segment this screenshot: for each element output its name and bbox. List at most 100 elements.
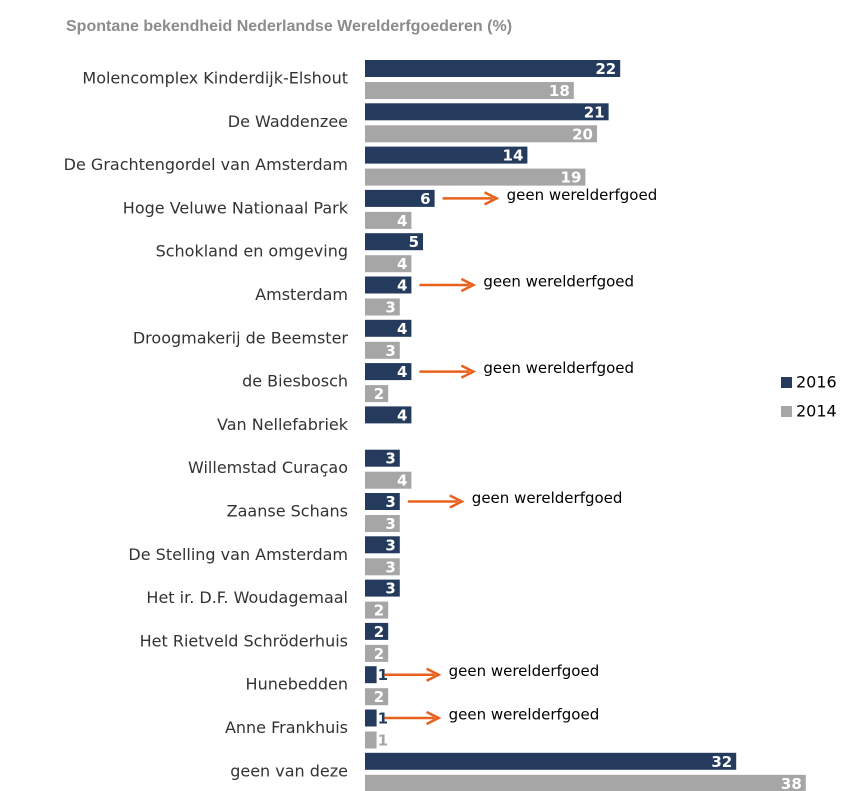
legend-label: 2016 (796, 373, 837, 392)
bar (365, 622, 389, 640)
value-label: 4 (397, 277, 407, 295)
value-label: 4 (397, 406, 407, 424)
value-label: 1 (378, 666, 388, 684)
annotation-text: geen werelderfgoed (472, 489, 623, 507)
category-label: Willemstad Curaçao (188, 458, 348, 477)
bar (365, 211, 412, 229)
category-label: Anne Frankhuis (225, 718, 348, 737)
annotation-arrowhead (426, 710, 442, 726)
bar (365, 125, 597, 143)
value-label: 21 (584, 103, 605, 121)
annotation-arrowhead (460, 277, 477, 293)
category-label: De Waddenzee (228, 112, 348, 131)
category-label: De Stelling van Amsterdam (128, 545, 348, 564)
category-label: Het ir. D.F. Woudagemaal (146, 588, 348, 607)
bar (365, 666, 377, 684)
bar (365, 644, 389, 662)
bar (365, 601, 389, 619)
value-label: 18 (549, 82, 570, 100)
bar (365, 558, 400, 576)
value-label: 38 (781, 775, 802, 791)
category-label: Van Nellefabriek (217, 415, 349, 434)
value-label: 4 (397, 255, 407, 273)
category-label: Het Rietveld Schröderhuis (140, 631, 348, 650)
value-label: 1 (378, 732, 388, 750)
chart-title: Spontane bekendheid Nederlandse Werelder… (66, 18, 512, 35)
legend-swatch (781, 377, 792, 388)
value-label: 5 (409, 233, 419, 251)
annotation-text: geen werelderfgoed (483, 273, 634, 291)
value-label: 4 (397, 212, 407, 230)
bar (365, 449, 400, 467)
value-label: 2 (374, 645, 384, 663)
annotation-text: geen werelderfgoed (507, 186, 658, 204)
bar (365, 276, 412, 294)
annotation-arrowhead (460, 364, 477, 379)
value-label: 1 (378, 710, 388, 728)
bar (365, 255, 412, 273)
category-label: Droogmakerij de Beemster (133, 328, 349, 347)
category-label: Hoge Veluwe Nationaal Park (123, 198, 349, 217)
category-label: Zaanse Schans (227, 502, 348, 521)
bar (365, 146, 528, 164)
legend-label: 2014 (796, 402, 837, 421)
bar (365, 752, 737, 770)
bar (365, 536, 400, 554)
value-label: 2 (374, 623, 384, 641)
bar (365, 168, 586, 186)
value-label: 3 (385, 515, 395, 533)
annotation-text: geen werelderfgoed (483, 359, 634, 377)
legend-swatch (781, 406, 792, 417)
bar (365, 60, 621, 77)
value-label: 2 (374, 602, 384, 620)
value-label: 6 (420, 190, 430, 208)
category-label: Molencomplex Kinderdijk-Elshout (82, 69, 348, 88)
value-label: 20 (572, 125, 593, 143)
bar (365, 385, 389, 403)
bar (365, 493, 400, 510)
value-label: 3 (385, 536, 395, 554)
value-label: 3 (385, 580, 395, 598)
value-label: 3 (385, 342, 395, 360)
bar (365, 731, 377, 749)
annotation-arrowhead (484, 191, 500, 206)
bar (365, 233, 423, 251)
annotation-arrowhead (426, 667, 442, 682)
value-label: 3 (385, 493, 395, 511)
value-label: 2 (374, 385, 384, 403)
bar (365, 406, 412, 424)
bar (365, 319, 412, 337)
bar (365, 103, 609, 121)
bar (365, 298, 400, 316)
category-label: de Biesbosch (242, 372, 348, 391)
bar (365, 82, 574, 99)
category-label: Hunebedden (246, 675, 348, 694)
bar (365, 774, 806, 791)
value-label: 4 (397, 320, 407, 338)
bar (365, 515, 400, 532)
bar (365, 579, 400, 597)
annotation-text: geen werelderfgoed (449, 662, 600, 680)
value-label: 3 (385, 450, 395, 468)
value-label: 2 (374, 688, 384, 706)
category-label: Schokland en omgeving (156, 242, 348, 261)
value-label: 3 (385, 299, 395, 317)
bar (365, 471, 412, 489)
category-label: De Grachtengordel van Amsterdam (64, 155, 348, 174)
bar (365, 363, 412, 381)
category-label: Amsterdam (255, 285, 348, 304)
bar (365, 341, 400, 359)
value-label: 4 (397, 363, 407, 381)
value-label: 14 (503, 147, 524, 165)
category-label: geen van deze (230, 761, 348, 780)
value-label: 22 (595, 60, 616, 78)
value-label: 32 (711, 753, 732, 771)
bar (365, 688, 389, 706)
value-label: 19 (561, 169, 582, 187)
annotation-text: geen werelderfgoed (449, 706, 600, 724)
annotation-arrowhead (449, 494, 465, 509)
bar (365, 189, 435, 207)
value-label: 3 (385, 558, 395, 576)
bar (365, 709, 377, 727)
